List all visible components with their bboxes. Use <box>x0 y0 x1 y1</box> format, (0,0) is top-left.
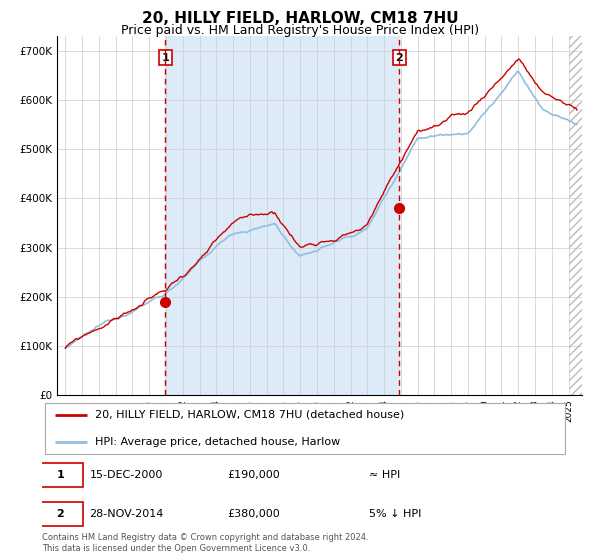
Text: 1: 1 <box>161 53 169 63</box>
Text: £190,000: £190,000 <box>227 470 280 479</box>
Bar <box>569 36 586 395</box>
FancyBboxPatch shape <box>38 502 83 526</box>
Text: Price paid vs. HM Land Registry's House Price Index (HPI): Price paid vs. HM Land Registry's House … <box>121 24 479 36</box>
Text: 5% ↓ HPI: 5% ↓ HPI <box>370 509 422 519</box>
Text: Contains HM Land Registry data © Crown copyright and database right 2024.
This d: Contains HM Land Registry data © Crown c… <box>42 533 368 553</box>
Text: 2: 2 <box>56 509 64 519</box>
Text: 20, HILLY FIELD, HARLOW, CM18 7HU: 20, HILLY FIELD, HARLOW, CM18 7HU <box>142 11 458 26</box>
Bar <box>166 36 400 395</box>
Text: ≈ HPI: ≈ HPI <box>370 470 401 479</box>
Text: HPI: Average price, detached house, Harlow: HPI: Average price, detached house, Harl… <box>95 437 340 447</box>
Text: 28-NOV-2014: 28-NOV-2014 <box>89 509 164 519</box>
Text: 15-DEC-2000: 15-DEC-2000 <box>89 470 163 479</box>
FancyBboxPatch shape <box>44 403 565 454</box>
Text: 1: 1 <box>56 470 64 479</box>
Text: 2: 2 <box>395 53 403 63</box>
Text: 20, HILLY FIELD, HARLOW, CM18 7HU (detached house): 20, HILLY FIELD, HARLOW, CM18 7HU (detac… <box>95 410 404 420</box>
Text: £380,000: £380,000 <box>227 509 280 519</box>
FancyBboxPatch shape <box>38 463 83 487</box>
